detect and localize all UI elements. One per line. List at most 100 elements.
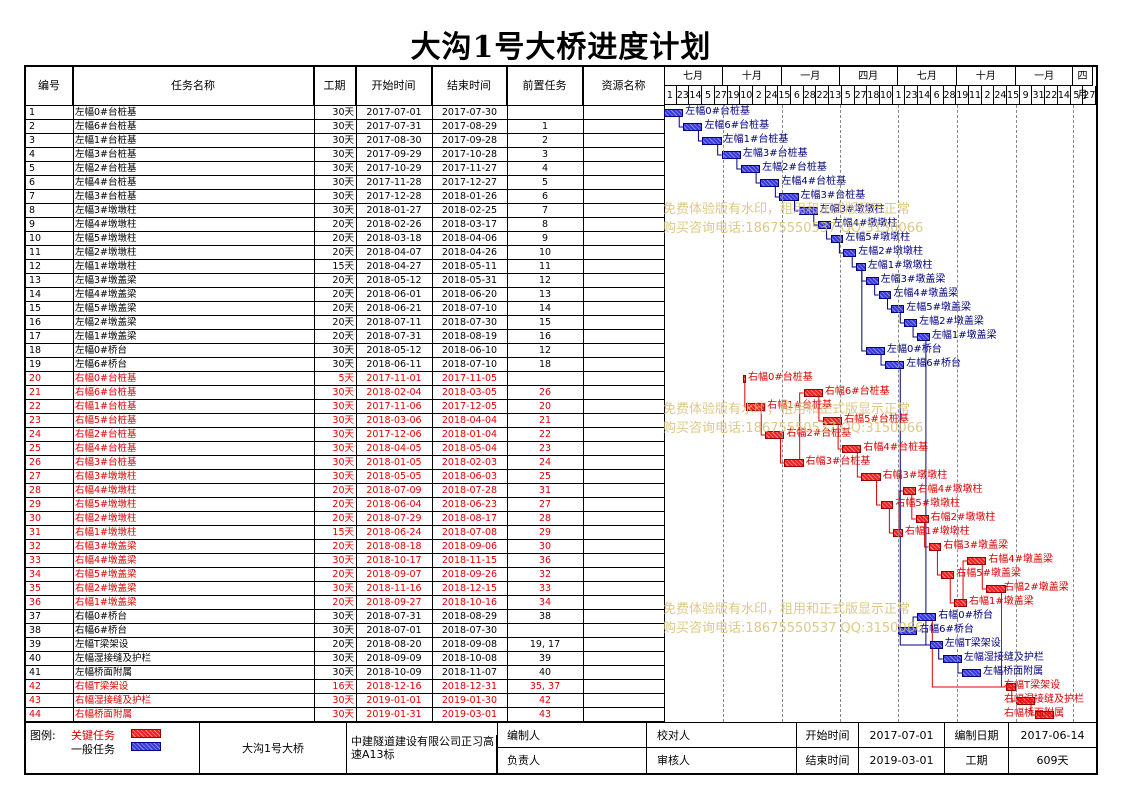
gantt-bar[interactable] <box>917 613 937 621</box>
col-header-resource[interactable]: 资源名称 <box>601 79 646 92</box>
table-row[interactable]: 9 左幅4#墩墩柱 20天 2018-02-26 2018-03-17 8 <box>26 218 664 232</box>
gantt-bar[interactable] <box>842 445 862 453</box>
gantt-bar[interactable] <box>843 249 857 257</box>
gantt-bar[interactable] <box>1005 683 1016 691</box>
table-row[interactable]: 6 左幅4#台桩基 30天 2017-11-28 2017-12-27 5 <box>26 176 664 190</box>
gantt-bar[interactable] <box>902 487 916 495</box>
table-row[interactable]: 13 左幅3#墩盖梁 20天 2018-05-12 2018-05-31 12 <box>26 274 664 288</box>
col-header-pred[interactable]: 前置任务 <box>507 67 583 105</box>
table-row[interactable]: 16 左幅2#墩盖梁 20天 2018-07-11 2018-07-30 15 <box>26 316 664 330</box>
gantt-bar[interactable] <box>740 165 761 173</box>
gantt-bar[interactable] <box>803 389 823 397</box>
gantt-bar[interactable] <box>856 263 866 271</box>
gantt-bar[interactable] <box>683 123 703 131</box>
watermark-line: 免费体验版有水印，租用和正式版显示正常 <box>663 202 911 217</box>
table-row[interactable]: 27 右幅3#墩墩柱 30天 2018-05-05 2018-06-03 25 <box>26 470 664 484</box>
table-row[interactable]: 26 右幅3#台桩基 30天 2018-01-05 2018-02-03 24 <box>26 456 664 470</box>
table-row[interactable]: 5 左幅2#台桩基 30天 2017-10-29 2017-11-27 4 <box>26 162 664 176</box>
gantt-bar-label: 左幅3#台桩基 <box>742 148 808 159</box>
gantt-bar[interactable] <box>861 473 881 481</box>
gantt-bar[interactable] <box>929 641 943 649</box>
table-row[interactable]: 24 右幅2#台桩基 30天 2017-12-06 2018-01-04 22 <box>26 428 664 442</box>
table-row[interactable]: 30 右幅2#墩墩柱 20天 2018-07-29 2018-08-17 28 <box>26 512 664 526</box>
gantt-bar[interactable] <box>941 571 955 579</box>
gantt-bar-label: 右幅桥面附属 <box>1004 708 1064 719</box>
cell-dur: 20天 <box>332 485 354 496</box>
table-row[interactable]: 43 右幅湿接缝及护栏 30天 2019-01-01 2019-01-30 42 <box>26 694 664 708</box>
table-row[interactable]: 15 左幅5#墩盖梁 20天 2018-06-21 2018-07-10 14 <box>26 302 664 316</box>
table-row[interactable]: 12 左幅1#墩墩柱 15天 2018-04-27 2018-05-11 11 <box>26 260 664 274</box>
table-row[interactable]: 37 右幅0#桥台 30天 2018-07-31 2018-08-29 38 <box>26 610 664 624</box>
col-header-id[interactable]: 编号 <box>26 67 73 105</box>
table-row[interactable]: 42 右幅T梁架设 16天 2018-12-16 2018-12-31 35, 37 <box>26 680 664 694</box>
table-row[interactable]: 17 左幅1#墩盖梁 20天 2018-07-31 2018-08-19 16 <box>26 330 664 344</box>
gantt-bar[interactable] <box>784 459 804 467</box>
cell-dur: 30天 <box>332 191 354 202</box>
table-row[interactable]: 1 左幅0#台桩基 30天 2017-07-01 2017-07-30 <box>26 106 664 120</box>
gantt-bar[interactable] <box>878 291 892 299</box>
gantt-bar[interactable] <box>885 361 905 369</box>
table-row[interactable]: 14 左幅4#墩盖梁 20天 2018-06-01 2018-06-20 13 <box>26 288 664 302</box>
gantt-bar[interactable] <box>779 193 799 201</box>
gantt-bar[interactable] <box>822 417 843 425</box>
table-row[interactable]: 39 左幅T梁架设 20天 2018-08-20 2018-09-08 19, 17 <box>26 638 664 652</box>
gantt-bar[interactable] <box>798 207 818 215</box>
gantt-bar[interactable] <box>760 179 780 187</box>
gantt-bar[interactable] <box>765 431 785 439</box>
table-row[interactable]: 38 右幅6#桥台 30天 2018-07-01 2018-07-30 <box>26 624 664 638</box>
table-row[interactable]: 29 右幅5#墩墩柱 20天 2018-06-04 2018-06-23 27 <box>26 498 664 512</box>
gantt-bar[interactable] <box>954 599 968 607</box>
col-header-duration[interactable]: 工期 <box>314 67 356 105</box>
row-rule <box>26 386 664 400</box>
table-row[interactable]: 31 右幅1#墩墩柱 15天 2018-06-24 2018-07-08 29 <box>26 526 664 540</box>
table-row[interactable]: 11 左幅2#墩墩柱 20天 2018-04-07 2018-04-26 10 <box>26 246 664 260</box>
table-row[interactable]: 19 左幅6#桥台 30天 2018-06-11 2018-07-10 18 <box>26 358 664 372</box>
table-row[interactable]: 22 右幅1#台桩基 30天 2017-11-06 2017-12-05 20 <box>26 400 664 414</box>
table-row[interactable]: 28 右幅4#墩墩柱 20天 2018-07-09 2018-07-28 31 <box>26 484 664 498</box>
table-row[interactable]: 7 左幅3#台桩基 30天 2017-12-28 2018-01-26 6 <box>26 190 664 204</box>
gantt-bar[interactable] <box>817 221 831 229</box>
gantt-bar[interactable] <box>928 543 942 551</box>
col-header-start[interactable]: 开始时间 <box>356 67 432 105</box>
table-row[interactable]: 44 右幅桥面附属 30天 2019-01-31 2019-03-01 43 <box>26 708 664 722</box>
table-row[interactable]: 23 右幅5#台桩基 30天 2018-03-06 2018-04-04 21 <box>26 414 664 428</box>
gantt-bar[interactable] <box>917 333 930 341</box>
gantt-bar[interactable] <box>967 557 987 565</box>
gantt-bar[interactable] <box>961 669 982 677</box>
table-row[interactable]: 3 左幅1#台桩基 30天 2017-08-30 2017-09-28 2 <box>26 134 664 148</box>
cell-start: 2017-07-01 <box>366 107 422 118</box>
table-row[interactable]: 40 左幅湿接缝及护栏 30天 2018-09-09 2018-10-08 39 <box>26 652 664 666</box>
gantt-bar[interactable] <box>664 109 684 117</box>
gantt-bar[interactable] <box>746 403 766 411</box>
table-row[interactable]: 33 右幅4#墩盖梁 30天 2018-10-17 2018-11-15 36 <box>26 554 664 568</box>
gantt-bar[interactable] <box>942 655 962 663</box>
gantt-bar[interactable] <box>986 585 1006 593</box>
gantt-bar[interactable] <box>721 151 741 159</box>
table-row[interactable]: 36 右幅1#墩盖梁 20天 2018-09-27 2018-10-16 34 <box>26 596 664 610</box>
table-row[interactable]: 21 右幅6#台桩基 30天 2018-02-04 2018-03-05 26 <box>26 386 664 400</box>
col-header-name[interactable]: 任务名称 <box>73 67 314 105</box>
col-header-end[interactable]: 结束时间 <box>432 67 507 105</box>
gantt-bar[interactable] <box>880 501 894 509</box>
table-row[interactable]: 10 左幅5#墩墩柱 20天 2018-03-18 2018-04-06 9 <box>26 232 664 246</box>
table-row[interactable]: 35 右幅2#墩盖梁 30天 2018-11-16 2018-12-15 33 <box>26 582 664 596</box>
table-row[interactable]: 2 左幅6#台桩基 30天 2017-07-31 2017-08-29 1 <box>26 120 664 134</box>
cell-dur: 30天 <box>332 611 354 622</box>
gantt-bar[interactable] <box>915 515 929 523</box>
table-row[interactable]: 41 左幅桥面附属 30天 2018-10-09 2018-11-07 40 <box>26 666 664 680</box>
watermark-line: 购买咨询电话:18675550537 QQ:3150066 <box>663 621 924 636</box>
table-row[interactable]: 32 右幅3#墩盖梁 20天 2018-08-18 2018-09-06 30 <box>26 540 664 554</box>
gantt-bar[interactable] <box>702 137 722 145</box>
gantt-bar[interactable] <box>865 347 886 355</box>
gantt-bar[interactable] <box>742 375 746 383</box>
gantt-bar[interactable] <box>865 277 879 285</box>
table-row[interactable]: 34 右幅5#墩盖梁 20天 2018-09-07 2018-09-26 32 <box>26 568 664 582</box>
table-row[interactable]: 25 右幅4#台桩基 30天 2018-04-05 2018-05-04 23 <box>26 442 664 456</box>
gantt-bar[interactable] <box>904 319 918 327</box>
table-row[interactable]: 8 左幅3#墩墩柱 30天 2018-01-27 2018-02-25 7 <box>26 204 664 218</box>
table-row[interactable]: 4 左幅3#台桩基 30天 2017-09-29 2017-10-28 3 <box>26 148 664 162</box>
gantt-bar[interactable] <box>830 235 844 243</box>
table-row[interactable]: 18 左幅0#桥台 30天 2018-05-12 2018-06-10 12 <box>26 344 664 358</box>
table-row[interactable]: 20 右幅0#台桩基 5天 2017-11-01 2017-11-05 <box>26 372 664 386</box>
gantt-bar[interactable] <box>1034 711 1055 719</box>
